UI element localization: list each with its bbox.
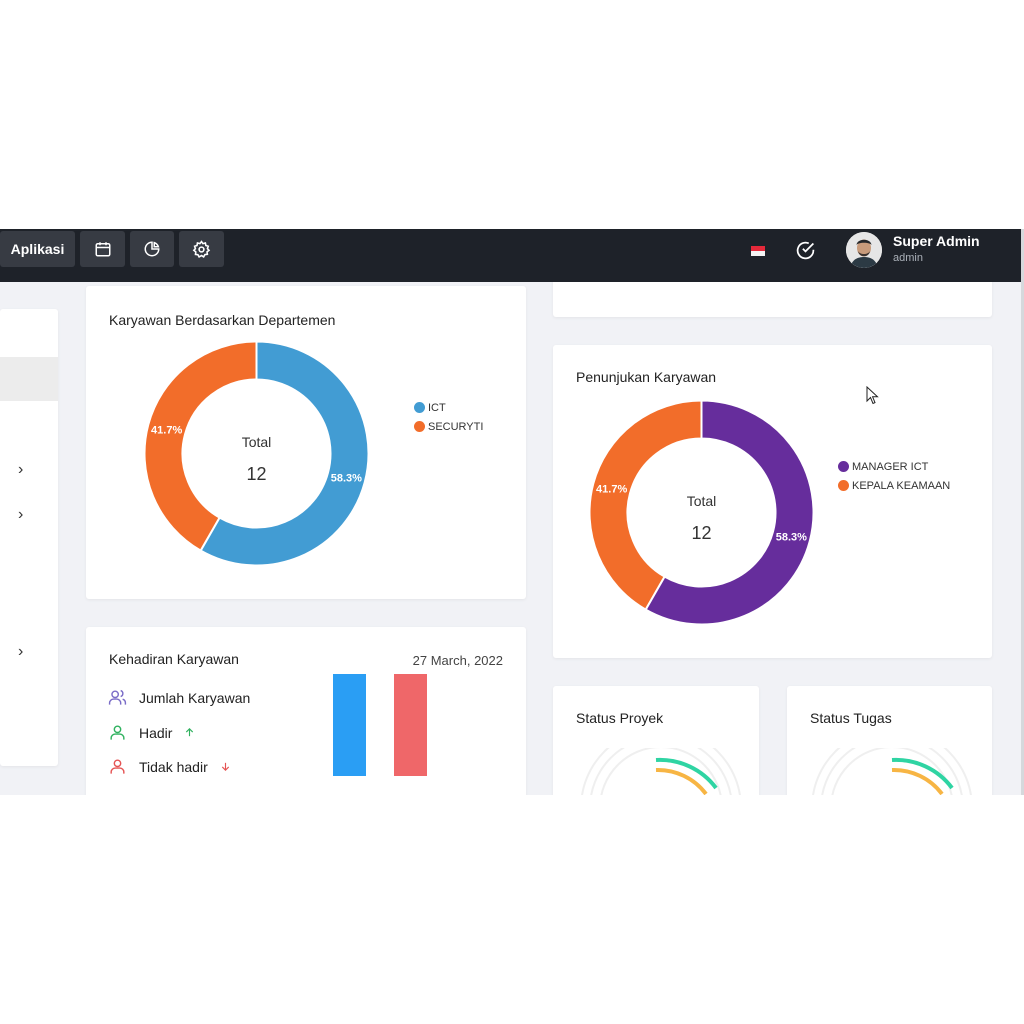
project-radial-chart — [581, 748, 741, 795]
legend-dot — [414, 402, 425, 413]
legend-item: KEPALA KEAMAAN — [838, 476, 950, 495]
donut-center-label: Total — [687, 493, 717, 509]
legend-label: KEPALA KEAMAAN — [852, 479, 951, 492]
project-status-card: Status Proyek — [553, 686, 759, 795]
donut-center-value: 12 — [246, 464, 266, 484]
check-circle-icon[interactable] — [795, 240, 816, 261]
arrow-down-icon — [221, 762, 229, 771]
attendance-label: Jumlah Karyawan — [139, 689, 251, 706]
legend-item: ICT — [414, 398, 483, 417]
flag-icon[interactable] — [751, 246, 765, 256]
sidebar-menu: › › › — [0, 309, 58, 766]
donut-center-label: Total — [242, 434, 272, 450]
user-role: admin — [893, 252, 923, 264]
donut-slice-label: 41.7% — [151, 425, 182, 437]
legend-label: SECURYTI — [428, 420, 484, 433]
donut-slice-label: 41.7% — [596, 484, 627, 496]
top-navbar: Aplikasi Super Admin admin — [0, 229, 1021, 282]
legend-label: MANAGER ICT — [852, 460, 929, 473]
chevron-right-icon[interactable]: › — [18, 506, 24, 523]
reports-button[interactable] — [130, 231, 174, 267]
attendance-label: Hadir — [139, 724, 173, 741]
attendance-row-total: Jumlah Karyawan — [108, 688, 250, 707]
pie-chart-icon — [144, 241, 160, 257]
donut-center-value: 12 — [691, 523, 711, 543]
attendance-label: Tidak hadir — [139, 758, 208, 775]
legend-item: MANAGER ICT — [838, 457, 950, 476]
attendance-row-present: Hadir — [108, 723, 195, 742]
user-icon — [110, 725, 125, 740]
summary-card — [553, 282, 992, 317]
card-title: Karyawan Berdasarkan Departemen — [109, 312, 336, 328]
scrollbar[interactable] — [1021, 229, 1024, 795]
donut-slice[interactable] — [199, 341, 369, 566]
department-donut-chart: Total 12 58.3% 41.7% — [144, 341, 369, 566]
legend-dot — [838, 461, 849, 472]
calendar-button[interactable] — [80, 231, 125, 267]
legend-label: ICT — [428, 401, 446, 414]
legend-dot — [414, 421, 425, 432]
legend-item: SECURYTI — [414, 417, 483, 436]
dashboard-content: › › › Karyawan Berdasarkan Departemen To… — [0, 282, 1021, 795]
settings-button[interactable] — [179, 231, 224, 267]
attendance-card: Kehadiran Karyawan 27 March, 2022 Jumlah… — [86, 627, 526, 795]
calendar-icon — [95, 242, 110, 257]
task-radial-chart — [812, 748, 972, 795]
donut-slice[interactable] — [644, 400, 814, 625]
sidebar-item-active[interactable] — [0, 357, 58, 401]
user-name: Super Admin — [893, 233, 980, 249]
attendance-bar-present — [333, 674, 366, 776]
attendance-bar-absent — [394, 674, 427, 776]
arrow-up-icon — [186, 728, 194, 737]
attendance-date: 27 March, 2022 — [412, 653, 503, 668]
donut-slice[interactable] — [144, 341, 258, 552]
position-legend: MANAGER ICT KEPALA KEAMAAN — [838, 457, 950, 495]
department-chart-card: Karyawan Berdasarkan Departemen Total 12… — [86, 286, 526, 599]
position-donut-chart: Total 12 58.3% 41.7% — [589, 400, 814, 625]
card-title: Kehadiran Karyawan — [109, 651, 239, 667]
position-chart-card: Penunjukan Karyawan Total 12 58.3% 41.7% … — [553, 345, 992, 658]
chevron-right-icon[interactable]: › — [18, 461, 24, 478]
card-title: Status Tugas — [810, 710, 892, 726]
gear-icon — [192, 239, 211, 258]
task-status-card: Status Tugas — [787, 686, 992, 795]
card-title: Status Proyek — [576, 710, 664, 726]
donut-slice-label: 58.3% — [331, 472, 362, 484]
avatar[interactable] — [846, 232, 882, 268]
donut-slice-label: 58.3% — [776, 531, 807, 543]
legend-dot — [838, 480, 849, 491]
attendance-row-absent: Tidak hadir — [108, 757, 231, 776]
user-icon — [110, 759, 125, 774]
department-legend: ICT SECURYTI — [414, 398, 483, 436]
apps-button[interactable]: Aplikasi — [0, 231, 75, 267]
card-title: Penunjukan Karyawan — [576, 369, 717, 385]
donut-slice[interactable] — [589, 400, 703, 611]
chevron-right-icon[interactable]: › — [18, 643, 24, 660]
mouse-cursor-icon — [866, 386, 879, 405]
users-icon — [108, 689, 127, 705]
